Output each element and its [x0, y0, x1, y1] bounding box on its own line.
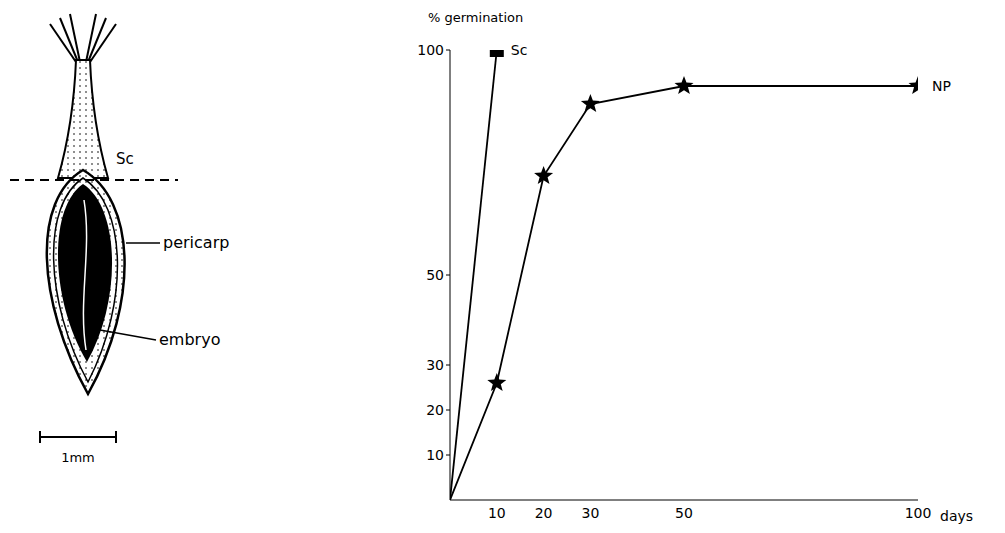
svg-text:Sc: Sc — [511, 42, 528, 58]
svg-text:50: 50 — [426, 267, 444, 283]
svg-text:30: 30 — [581, 505, 599, 521]
svg-text:embryo: embryo — [159, 330, 220, 349]
svg-text:Sc: Sc — [116, 150, 134, 168]
svg-text:30: 30 — [426, 357, 444, 373]
svg-text:NP: NP — [932, 78, 951, 94]
svg-text:% germination: % germination — [428, 10, 523, 25]
svg-text:50: 50 — [675, 505, 693, 521]
svg-text:100: 100 — [417, 42, 444, 58]
svg-text:20: 20 — [535, 505, 553, 521]
svg-text:100: 100 — [905, 505, 932, 521]
svg-text:1mm: 1mm — [61, 450, 95, 465]
svg-text:days: days — [940, 508, 973, 524]
svg-text:20: 20 — [426, 402, 444, 418]
svg-text:10: 10 — [426, 447, 444, 463]
svg-text:pericarp: pericarp — [163, 233, 229, 252]
svg-text:10: 10 — [488, 505, 506, 521]
